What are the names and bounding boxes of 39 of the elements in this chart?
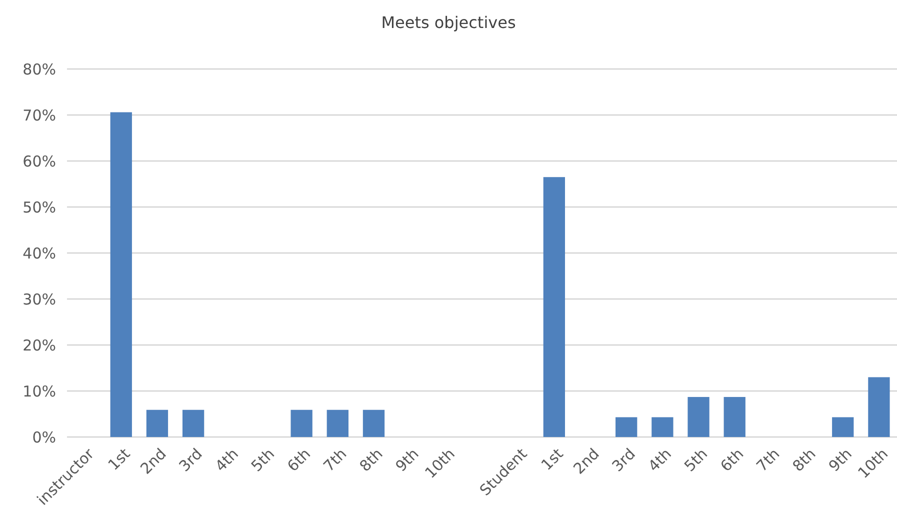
- x-tick-label: 5th: [680, 444, 712, 476]
- bar: [146, 410, 168, 437]
- x-tick-label: 5th: [248, 444, 278, 476]
- x-tick-label: 6th: [284, 444, 314, 476]
- bar: [543, 177, 565, 437]
- x-tick-label: 7th: [320, 444, 350, 476]
- bar: [616, 417, 638, 437]
- bar: [652, 417, 674, 437]
- x-tick-label: 4th: [644, 444, 675, 476]
- bar: [688, 396, 710, 437]
- bar: [362, 410, 385, 437]
- bar: [832, 417, 854, 437]
- y-tick-label: 60%: [22, 152, 56, 170]
- x-tick-label: 9th: [392, 444, 422, 476]
- y-tick-label: 70%: [22, 106, 56, 124]
- x-tick-label: 8th: [356, 444, 386, 476]
- x-tick-label: 4th: [212, 444, 242, 476]
- bar: [326, 410, 348, 437]
- x-tick-label: 6th: [716, 444, 748, 476]
- y-tick-label: 0%: [32, 428, 56, 446]
- x-tick-label: 3rd: [608, 444, 639, 476]
- y-tick-label: 10%: [22, 382, 56, 400]
- bar: [868, 377, 890, 437]
- bar: [182, 410, 204, 437]
- chart-title: Meets objectives: [381, 13, 516, 32]
- bar: [290, 410, 312, 437]
- x-tick-label: 7th: [752, 444, 784, 476]
- y-tick-label: 20%: [22, 336, 56, 354]
- bar: [110, 112, 132, 437]
- x-tick-label: 8th: [788, 444, 820, 476]
- y-tick-label: 80%: [22, 60, 56, 78]
- y-tick-label: 40%: [22, 244, 56, 262]
- bar: [724, 396, 746, 437]
- y-tick-label: 30%: [22, 290, 56, 308]
- x-tick-label: 1st: [538, 444, 567, 474]
- x-tick-label: 3rd: [175, 444, 206, 476]
- x-tick-label: 1st: [104, 444, 134, 474]
- x-tick-label: 9th: [825, 444, 856, 476]
- y-tick-label: 50%: [22, 198, 56, 216]
